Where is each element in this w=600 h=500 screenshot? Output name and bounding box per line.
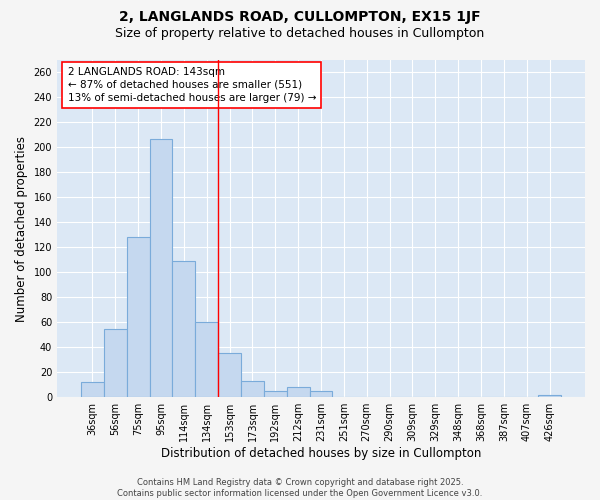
Bar — [149, 138, 172, 397]
Bar — [127, 238, 149, 397]
X-axis label: Distribution of detached houses by size in Cullompton: Distribution of detached houses by size … — [161, 447, 481, 460]
Bar — [172, 261, 196, 397]
Text: Size of property relative to detached houses in Cullompton: Size of property relative to detached ho… — [115, 28, 485, 40]
Bar — [538, 394, 561, 397]
Bar — [310, 391, 332, 397]
Y-axis label: Number of detached properties: Number of detached properties — [15, 136, 28, 322]
Bar — [241, 381, 264, 397]
Bar — [287, 387, 310, 397]
Bar — [104, 328, 127, 397]
Bar — [218, 354, 241, 397]
Bar — [264, 391, 287, 397]
Text: 2 LANGLANDS ROAD: 143sqm
← 87% of detached houses are smaller (551)
13% of semi-: 2 LANGLANDS ROAD: 143sqm ← 87% of detach… — [68, 66, 316, 103]
Bar — [81, 382, 104, 397]
Text: Contains HM Land Registry data © Crown copyright and database right 2025.
Contai: Contains HM Land Registry data © Crown c… — [118, 478, 482, 498]
Text: 2, LANGLANDS ROAD, CULLOMPTON, EX15 1JF: 2, LANGLANDS ROAD, CULLOMPTON, EX15 1JF — [119, 10, 481, 24]
Bar — [196, 322, 218, 397]
